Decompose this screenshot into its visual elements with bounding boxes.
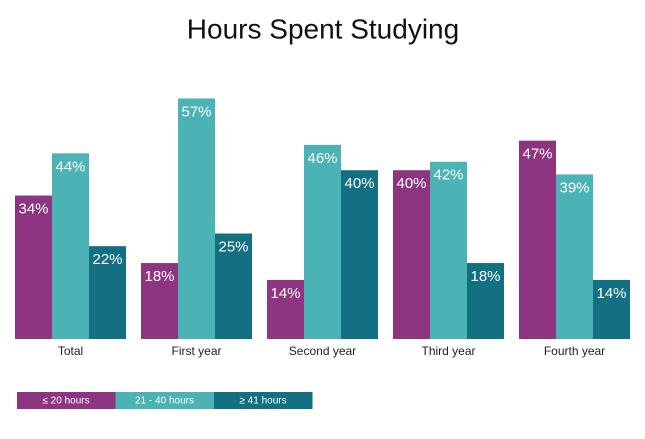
value-label: 14% bbox=[270, 285, 300, 302]
value-label: 40% bbox=[396, 175, 426, 192]
bar bbox=[15, 195, 52, 339]
value-label: 40% bbox=[344, 175, 374, 192]
x-tick-label: First year bbox=[171, 344, 221, 358]
value-label: 34% bbox=[18, 200, 48, 217]
chart-title: Hours Spent Studying bbox=[187, 13, 459, 44]
legend-label: ≤ 20 hours bbox=[42, 396, 89, 407]
bar bbox=[341, 170, 378, 339]
value-label: 39% bbox=[559, 179, 589, 196]
value-label: 25% bbox=[218, 238, 248, 255]
legend-swatch bbox=[17, 392, 116, 409]
value-label: 14% bbox=[596, 285, 626, 302]
value-label: 44% bbox=[55, 158, 85, 175]
bar bbox=[556, 174, 593, 339]
bar bbox=[393, 170, 430, 339]
value-label: 57% bbox=[181, 103, 211, 120]
value-label: 47% bbox=[522, 146, 552, 163]
bar bbox=[304, 144, 341, 339]
x-tick-label: Second year bbox=[289, 344, 356, 358]
bar bbox=[267, 279, 304, 339]
legend-swatch bbox=[214, 392, 313, 409]
x-tick-label: Third year bbox=[421, 344, 475, 358]
value-label: 18% bbox=[470, 268, 500, 285]
x-tick-label: Fourth year bbox=[544, 344, 605, 358]
x-tick-label: Total bbox=[58, 344, 83, 358]
bar bbox=[593, 279, 630, 339]
value-label: 22% bbox=[92, 251, 122, 268]
bar bbox=[467, 263, 504, 339]
bar bbox=[52, 153, 89, 339]
value-label: 42% bbox=[433, 167, 463, 184]
legend-swatch bbox=[115, 392, 214, 409]
bar bbox=[178, 98, 215, 340]
bar bbox=[215, 233, 252, 339]
legend-label: ≥ 41 hours bbox=[239, 396, 286, 407]
legend-label: 21 - 40 hours bbox=[135, 396, 194, 407]
value-label: 46% bbox=[307, 150, 337, 167]
bar bbox=[519, 140, 556, 339]
value-label: 18% bbox=[144, 268, 174, 285]
bar bbox=[89, 246, 126, 339]
bar bbox=[430, 161, 467, 339]
bar bbox=[141, 263, 178, 339]
